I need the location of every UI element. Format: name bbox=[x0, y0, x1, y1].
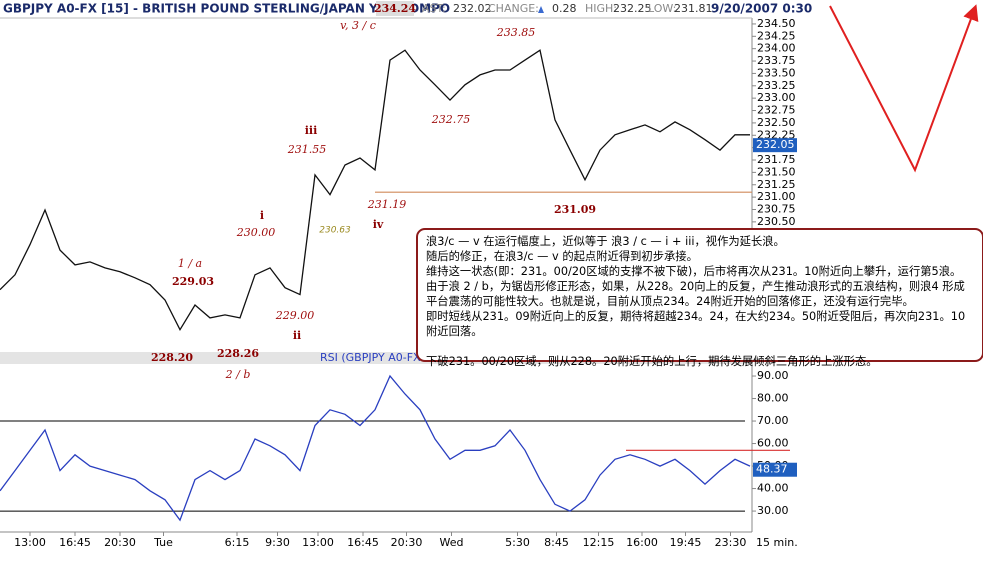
x-tick-label: 6:15 bbox=[225, 536, 250, 549]
y-tick-label: 80.00 bbox=[757, 392, 789, 405]
y-tick-label: 231.00 bbox=[757, 190, 796, 203]
x-tick-label: 5:30 bbox=[505, 536, 530, 549]
header-label: HIGH: bbox=[585, 2, 617, 15]
annotation: 228.20 bbox=[151, 351, 193, 364]
x-tick-label: 12:15 bbox=[583, 536, 615, 549]
y-tick-label: 230.50 bbox=[757, 215, 796, 228]
header-label: LOW: bbox=[648, 2, 676, 15]
annotation: 230.63 bbox=[319, 226, 351, 236]
forecast-zigzag bbox=[829, 4, 979, 173]
annotation: 228.26 bbox=[217, 347, 259, 360]
commentary-line: 随后的修正，在浪3/c — v 的起点附近得到初步承接。 bbox=[426, 250, 698, 263]
price-line bbox=[0, 49, 750, 332]
annotation: iv bbox=[373, 218, 384, 231]
last-value-label: 232.05 bbox=[756, 138, 795, 151]
commentary-line: 即时短线从231。09附近向上的反复，期待将超越234。24，在大约234。50… bbox=[426, 310, 966, 338]
annotation: 1 / a bbox=[178, 257, 202, 270]
header-label: AST: bbox=[422, 2, 446, 15]
y-tick-label: 40.00 bbox=[757, 482, 789, 495]
x-tick-label: 20:30 bbox=[104, 536, 136, 549]
commentary-line: 维持这一状态(即：231。00/20区域的支撑不被下破)，后市将再次从231。1… bbox=[426, 265, 962, 278]
last-value-label: 48.37 bbox=[756, 463, 788, 476]
header-label: CHANGE: bbox=[488, 2, 539, 15]
annotation: 229.03 bbox=[172, 275, 214, 288]
commentary-line: 由于浪 2 / b，为锯齿形修正形态，如果，从228。20向上的反复，产生推动浪… bbox=[426, 280, 965, 308]
annotation: 233.85 bbox=[496, 26, 536, 39]
annotation: 2 / b bbox=[225, 368, 251, 381]
annotation: iii bbox=[305, 124, 318, 137]
header-datetime: 9/20/2007 0:30 bbox=[711, 2, 812, 16]
x-tick-label: 23:30 bbox=[715, 536, 747, 549]
rsi-title: RSI (GBPJPY A0-FX bbox=[320, 351, 421, 364]
y-tick-label: 30.00 bbox=[757, 504, 789, 517]
y-tick-label: 231.50 bbox=[757, 165, 796, 178]
x-tick-label: 20:30 bbox=[391, 536, 423, 549]
x-tick-label: 19:45 bbox=[670, 536, 702, 549]
x-tick-label: 13:00 bbox=[14, 536, 46, 549]
x-tick-label: 16:45 bbox=[59, 536, 91, 549]
header-value: 232.02 bbox=[453, 2, 492, 15]
y-tick-label: 234.00 bbox=[757, 42, 796, 55]
y-tick-label: 233.00 bbox=[757, 91, 796, 104]
y-tick-label: 233.75 bbox=[757, 54, 796, 67]
x-tick-label: 9:30 bbox=[265, 536, 290, 549]
interval-label: 15 min. bbox=[756, 536, 798, 549]
annotation: 231.09 bbox=[554, 203, 596, 216]
y-tick-label: 60.00 bbox=[757, 437, 789, 450]
rsi-line bbox=[0, 374, 751, 522]
header-value: 232.25 bbox=[613, 2, 652, 15]
commentary-line: 浪3/c — v 在运行幅度上，近似等于 浪3 / c — i + iii，视作… bbox=[426, 235, 785, 248]
last-value-box bbox=[753, 138, 797, 153]
x-tick-label: 13:00 bbox=[302, 536, 334, 549]
y-tick-label: 234.25 bbox=[757, 29, 796, 42]
annotation: 229.00 bbox=[275, 309, 315, 322]
annotation: 230.00 bbox=[236, 226, 276, 239]
x-tick-label: Wed bbox=[440, 536, 464, 549]
annotation: 232.75 bbox=[431, 113, 471, 126]
y-tick-label: 232.50 bbox=[757, 116, 796, 129]
header-value: 231.81 bbox=[674, 2, 713, 15]
peak-box bbox=[376, 1, 414, 16]
annotation: v, 3 / c bbox=[340, 19, 376, 32]
y-tick-label: 230.75 bbox=[757, 202, 796, 215]
y-tick-label: 233.25 bbox=[757, 79, 796, 92]
annotation: 231.19 bbox=[367, 198, 407, 211]
header-title: GBPJPY A0-FX [15] - BRITISH POUND STERLI… bbox=[3, 2, 450, 16]
annotation: ii bbox=[293, 329, 301, 342]
y-tick-label: 232.75 bbox=[757, 104, 796, 117]
y-tick-label: 232.25 bbox=[757, 128, 796, 141]
commentary-box: 浪3/c — v 在运行幅度上，近似等于 浪3 / c — i + iii，视作… bbox=[416, 228, 983, 368]
header-value: 0.28 bbox=[552, 2, 577, 15]
y-tick-label: 234.50 bbox=[757, 17, 796, 30]
x-tick-label: 16:00 bbox=[626, 536, 658, 549]
y-tick-label: 231.75 bbox=[757, 153, 796, 166]
y-tick-label: 90.00 bbox=[757, 369, 789, 382]
annotation: 234.24 bbox=[374, 2, 416, 15]
x-tick-label: Tue bbox=[153, 536, 173, 549]
y-tick-label: 70.00 bbox=[757, 414, 789, 427]
y-tick-label: 231.25 bbox=[757, 178, 796, 191]
last-value-box bbox=[753, 462, 797, 477]
up-arrow bbox=[538, 6, 544, 13]
annotation: 231.55 bbox=[287, 143, 327, 156]
commentary-line: 下破231。00/20区域，则从228。20附近开始的上行，期待发展倾斜三角形的… bbox=[426, 355, 878, 368]
annotation: i bbox=[260, 209, 264, 222]
x-tick-label: 16:45 bbox=[347, 536, 379, 549]
y-tick-label: 233.50 bbox=[757, 66, 796, 79]
x-tick-label: 8:45 bbox=[544, 536, 569, 549]
